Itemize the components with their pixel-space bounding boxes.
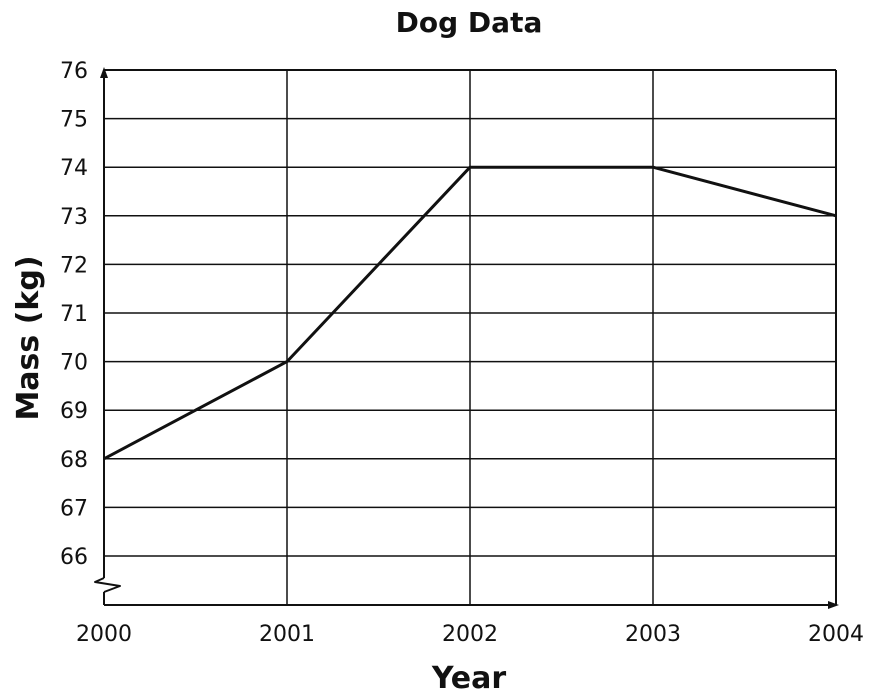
y-tick-label: 75	[60, 108, 88, 133]
x-tick-label: 2003	[625, 622, 681, 647]
y-tick-label: 76	[60, 59, 88, 84]
y-axis-label: Mass (kg)	[11, 255, 46, 420]
y-tick-label: 70	[60, 351, 88, 376]
axes	[94, 67, 839, 609]
y-tick-label: 66	[60, 545, 88, 570]
y-axis-break	[94, 577, 121, 593]
x-tick-labels: 2000 2001 2002 2003 2004	[76, 622, 864, 647]
y-tick-label: 71	[60, 302, 88, 327]
y-tick-label: 67	[60, 496, 88, 521]
y-tick-label: 69	[60, 399, 88, 424]
y-tick-label: 74	[60, 156, 88, 181]
x-tick-label: 2000	[76, 622, 132, 647]
x-axis-label: Year	[431, 661, 507, 693]
x-axis-arrow	[828, 601, 839, 609]
grid	[104, 70, 836, 605]
y-axis-arrow	[100, 67, 108, 78]
x-tick-label: 2004	[808, 622, 864, 647]
chart-title: Dog Data	[396, 6, 543, 39]
y-tick-label: 68	[60, 448, 88, 473]
y-tick-label: 72	[60, 253, 88, 278]
x-tick-label: 2001	[259, 622, 315, 647]
series-group	[103, 165, 837, 461]
y-tick-label: 73	[60, 205, 88, 230]
series-line	[103, 165, 837, 461]
y-tick-labels: 66 67 68 69 70 71 72 73 74 75 76	[60, 59, 88, 570]
x-tick-label: 2002	[442, 622, 498, 647]
